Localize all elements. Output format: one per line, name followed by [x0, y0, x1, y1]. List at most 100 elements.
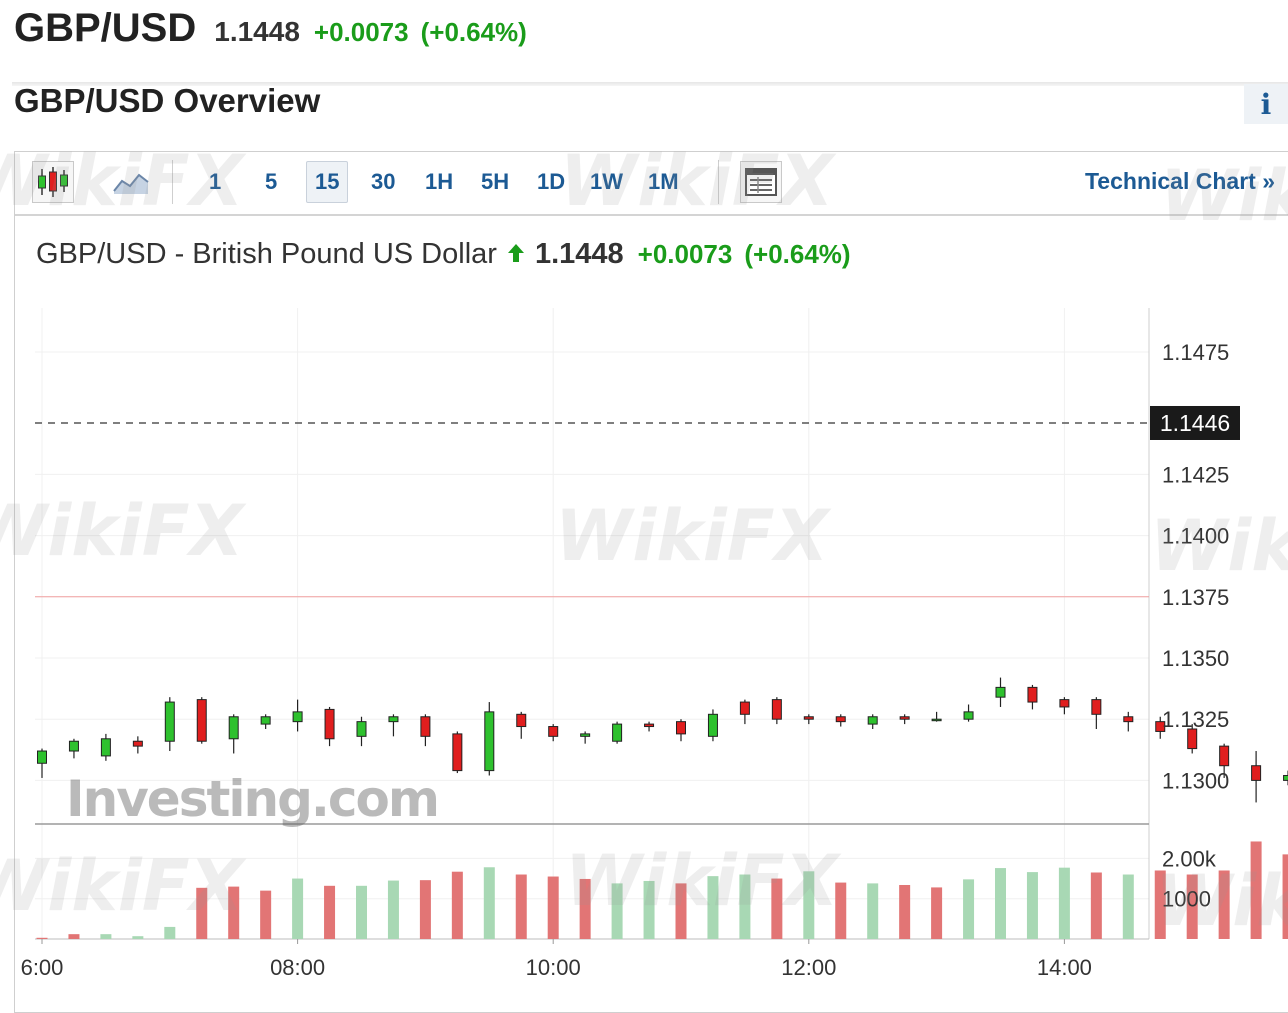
technical-chart-link[interactable]: Technical Chart » — [1084, 168, 1275, 194]
candle — [899, 714, 910, 725]
candle — [68, 738, 79, 759]
candle-body — [516, 713, 527, 728]
volume-bar — [867, 883, 879, 939]
candle — [164, 697, 175, 752]
info-icon[interactable]: i — [1244, 84, 1288, 124]
timeframe-5h[interactable]: 5H — [481, 169, 510, 194]
timeframe-1w[interactable]: 1W — [590, 169, 623, 194]
candle — [228, 714, 239, 754]
candle-body — [164, 701, 175, 742]
x-tick-label: 08:00 — [270, 955, 325, 980]
candle — [771, 697, 782, 725]
timeframe-5[interactable]: 5 — [265, 169, 278, 194]
volume-bar — [260, 890, 272, 939]
timeframe-1[interactable]: 1 — [209, 169, 222, 194]
candle — [260, 714, 271, 729]
top-quote: GBP/USD 1.1448 +0.0073 (+0.64%) — [14, 6, 527, 58]
instrument-name: GBP/USD - British Pound US Dollar — [36, 238, 497, 270]
candle — [548, 724, 559, 742]
candle-body — [963, 711, 974, 720]
candle — [37, 748, 47, 778]
candle — [580, 731, 591, 744]
candle — [292, 699, 303, 732]
volume-bar — [835, 882, 847, 939]
candle-body — [707, 713, 718, 737]
volume-bar — [1218, 870, 1230, 939]
volume-bar — [611, 883, 623, 939]
page-title: GBP/USD Overview — [14, 82, 321, 119]
candle-body — [228, 716, 239, 740]
volume-bar — [1026, 872, 1038, 939]
volume-bar — [1122, 874, 1134, 939]
candle — [1027, 684, 1038, 710]
candle — [452, 731, 463, 774]
volume-bar — [100, 934, 112, 939]
y-tick-label: 1.1300 — [1162, 768, 1229, 793]
area-chart-icon[interactable] — [110, 161, 152, 203]
candle — [644, 721, 655, 732]
volume-bar — [515, 874, 527, 939]
candle-body — [324, 708, 335, 740]
candle-body — [132, 740, 143, 747]
candle-body — [260, 716, 271, 725]
instrument-change-pct: (+0.64%) — [744, 239, 851, 269]
up-arrow-icon — [507, 243, 525, 263]
candle — [132, 736, 143, 754]
volume-bar — [707, 876, 719, 939]
candle — [931, 711, 942, 722]
timeframe-1h[interactable]: 1H — [425, 169, 454, 194]
x-tick-label: 10:00 — [526, 955, 581, 980]
candle-body — [484, 711, 495, 772]
volume-bar — [1186, 874, 1198, 939]
instrument-change: +0.0073 — [637, 239, 733, 269]
candle — [420, 714, 431, 747]
volume-bar — [36, 937, 48, 939]
volume-bar — [324, 885, 336, 939]
volume-tick-label: 2.00k — [1162, 846, 1217, 871]
quote-symbol: GBP/USD — [14, 6, 197, 50]
volume-bar — [1282, 854, 1288, 939]
candlestick-chart-icon[interactable] — [32, 161, 74, 203]
instrument-price: 1.1448 — [534, 238, 624, 270]
candle-body — [899, 716, 910, 720]
candle — [1123, 711, 1134, 732]
chart-toolbar: 1 5 15 30 1H 5H 1D 1W 1M Technical Chart… — [15, 152, 1288, 216]
candle — [1187, 724, 1198, 754]
candle — [1283, 770, 1288, 786]
volume-bar — [451, 871, 463, 939]
candle-body — [356, 721, 367, 737]
candle-body — [37, 750, 47, 764]
volume-bar — [1250, 841, 1262, 939]
candle-body — [580, 733, 591, 737]
candle — [963, 704, 974, 722]
volume-tick-label: 1000 — [1162, 887, 1211, 912]
volume-bar — [579, 878, 591, 939]
timeframe-30[interactable]: 30 — [371, 169, 396, 194]
candle — [1251, 751, 1262, 803]
y-tick-label: 1.1325 — [1162, 707, 1229, 732]
candle-body — [867, 716, 878, 725]
volume-bar — [483, 867, 495, 939]
candle-body — [1283, 775, 1288, 781]
volume-bar — [387, 880, 399, 939]
candle — [867, 714, 878, 729]
quote-price: 1.1448 — [214, 16, 300, 47]
candle — [484, 702, 495, 776]
candle — [803, 714, 814, 725]
x-tick-label: 14:00 — [1037, 955, 1092, 980]
data-table-icon[interactable] — [740, 161, 782, 203]
candle-body — [292, 711, 303, 723]
candle-body — [835, 716, 846, 723]
timeframe-1d[interactable]: 1D — [537, 169, 566, 194]
candle-body — [771, 699, 782, 720]
y-tick-label: 1.1475 — [1162, 340, 1229, 365]
volume-bar — [899, 884, 911, 939]
volume-bar — [963, 879, 975, 939]
timeframe-1m[interactable]: 1M — [648, 169, 679, 194]
timeframe-15[interactable]: 15 — [306, 161, 349, 203]
volume-bar — [1154, 870, 1166, 939]
volume-bar — [1090, 872, 1102, 939]
y-tick-label: 1.1350 — [1162, 646, 1229, 671]
y-tick-label: 1.1425 — [1162, 462, 1229, 487]
price-chart[interactable]: 1.1446 1.1475 1.1425 1.1400 1.1375 1.1350 1.13… — [0, 0, 1288, 986]
